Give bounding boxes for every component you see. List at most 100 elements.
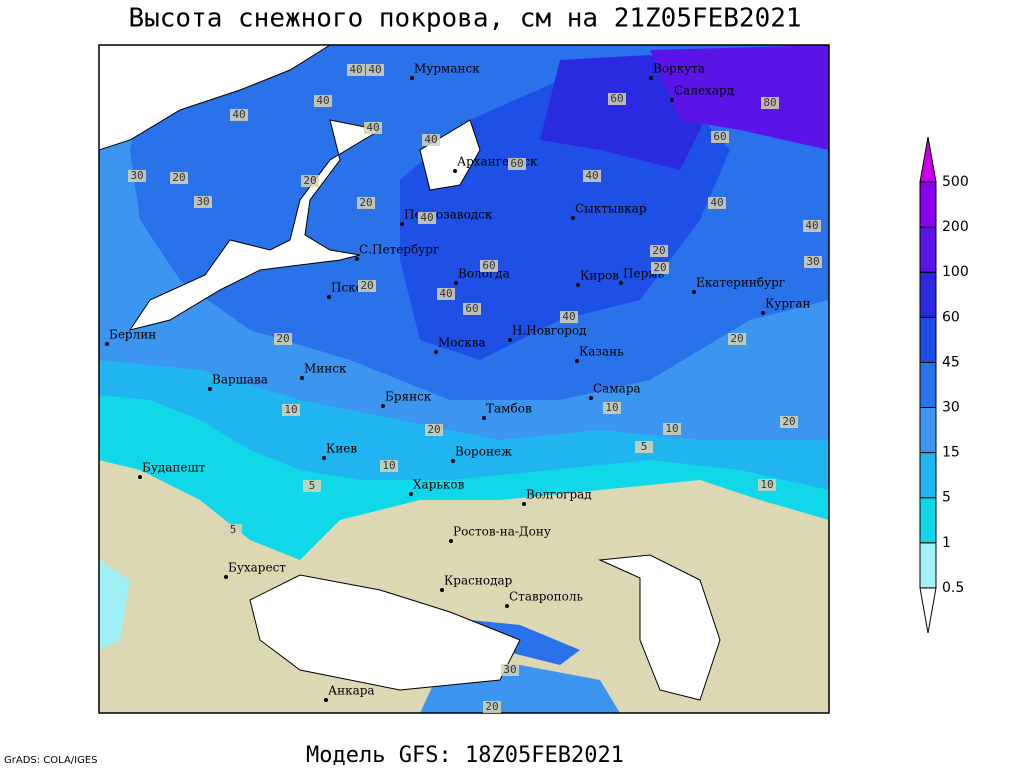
caspian-sea	[598, 554, 721, 701]
contour-label-box	[758, 479, 776, 491]
city-dot	[434, 350, 438, 354]
contour-label: 60	[482, 259, 495, 272]
contour-label-box	[380, 460, 398, 472]
contour-label-box	[358, 280, 376, 292]
contour-label-box	[508, 158, 526, 170]
legend-swatch	[919, 407, 937, 454]
city-dot	[381, 404, 385, 408]
city-label: Воронеж	[455, 445, 512, 459]
baltic-sea	[128, 119, 382, 331]
city-dot	[453, 169, 457, 173]
contour-label-box	[347, 64, 365, 76]
city-dot	[589, 396, 593, 400]
contour-label: 30	[196, 195, 209, 208]
legend-label: 100	[942, 264, 969, 280]
contour-label: 40	[366, 121, 379, 134]
city-dot	[649, 76, 653, 80]
city-label: Ростов-на-Дону	[453, 525, 551, 539]
city-dot	[449, 539, 453, 543]
legend-swatch	[919, 361, 937, 408]
city-dot	[410, 76, 414, 80]
legend-label: 45	[942, 354, 960, 370]
map-frame	[98, 44, 830, 714]
city-label: Варшава	[212, 373, 268, 387]
contour-label-box	[282, 404, 300, 416]
legend-label: 200	[942, 219, 969, 235]
city-dot	[105, 342, 109, 346]
contour-label-box	[364, 122, 382, 134]
snow-area	[99, 560, 130, 650]
city-label: Волгоград	[526, 488, 592, 502]
contour-label: 20	[359, 196, 372, 209]
city-dot	[322, 456, 326, 460]
contour-label: 20	[653, 261, 666, 274]
legend-label: 15	[942, 445, 960, 461]
contour-label-box	[663, 423, 681, 435]
city-label: Берлин	[109, 328, 156, 342]
contour-label: 20	[485, 700, 498, 713]
city-dot	[482, 416, 486, 420]
contour-label: 60	[713, 130, 726, 143]
city-label: Салехард	[674, 84, 734, 98]
contour-label: 10	[284, 403, 297, 416]
map	[98, 44, 830, 714]
legend-label: 30	[942, 400, 960, 416]
legend-high-arrow	[919, 136, 937, 183]
contour-label-box	[274, 333, 292, 345]
legend-swatch	[919, 271, 937, 318]
contour-label: 40	[562, 310, 575, 323]
city-label: Воркута	[653, 62, 705, 76]
contour-label: 20	[730, 332, 743, 345]
contour-label: 20	[172, 171, 185, 184]
contour-label-box	[422, 134, 440, 146]
city-label: Самара	[593, 382, 641, 396]
legend-swatch	[919, 452, 937, 499]
city-dot	[761, 311, 765, 315]
contour-label-box	[357, 197, 375, 209]
city-label: Н.Новгород	[512, 324, 587, 338]
contour-label-box	[761, 97, 779, 109]
contour-label: 10	[760, 478, 773, 491]
contour-label: 10	[382, 459, 395, 472]
title: Высота снежного покрова, см на 21Z05FEB2…	[128, 4, 801, 34]
contour-label: 60	[510, 157, 523, 170]
contour-label-box	[728, 333, 746, 345]
city-dot	[575, 359, 579, 363]
white-sea	[419, 119, 481, 191]
city-dot	[224, 575, 228, 579]
city-label: Екатеринбург	[696, 276, 785, 290]
city-dot	[505, 604, 509, 608]
contour-label-box	[463, 303, 481, 315]
contour-label: 40	[424, 133, 437, 146]
contour-label-box	[780, 416, 798, 428]
contour-label: 40	[368, 63, 381, 76]
contour-label: 40	[232, 108, 245, 121]
contour-label-box	[708, 197, 726, 209]
city-dot	[522, 502, 526, 506]
footer: Модель GFS: 18Z05FEB2021	[306, 743, 624, 768]
contour-label-box	[650, 245, 668, 257]
contour-label: 5	[230, 523, 237, 536]
legend-label: 60	[942, 309, 960, 325]
city-label: Будапешт	[142, 461, 206, 475]
contour-label-box	[635, 441, 653, 453]
city-label: Сыктывкар	[575, 202, 647, 216]
contour-label: 30	[806, 255, 819, 268]
contour-label-box	[314, 95, 332, 107]
contour-label: 20	[276, 332, 289, 345]
contour-label: 40	[316, 94, 329, 107]
city-dot	[451, 459, 455, 463]
contour-label: 10	[605, 401, 618, 414]
contour-label-box	[418, 212, 436, 224]
contour-label-box	[804, 256, 822, 268]
legend-swatch	[919, 181, 937, 228]
city-label: Бухарест	[228, 561, 286, 575]
city-dot	[508, 338, 512, 342]
contour-label: 30	[503, 663, 516, 676]
contour-label: 20	[652, 244, 665, 257]
contour-label-box	[366, 64, 384, 76]
legend-label: 1	[942, 535, 951, 551]
city-label: С.Петербург	[359, 243, 439, 257]
